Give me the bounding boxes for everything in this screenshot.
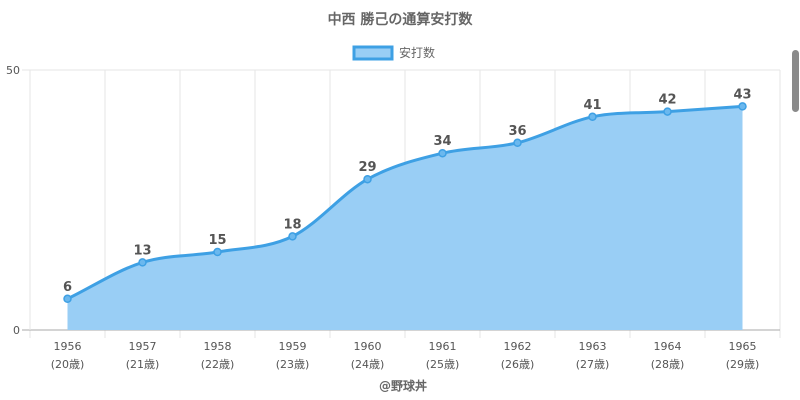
x-tick-label: 1957 <box>129 340 157 353</box>
x-tick-label: 1963 <box>579 340 607 353</box>
x-tick-sublabel: (27歳) <box>576 358 610 371</box>
x-tick-sublabel: (26歳) <box>501 358 535 371</box>
data-point <box>363 174 372 184</box>
legend[interactable]: 安打数 <box>352 45 435 61</box>
x-tick-label: 1960 <box>354 340 382 353</box>
series-area-fill <box>67 106 743 331</box>
legend-swatch <box>352 45 394 61</box>
data-point <box>213 247 222 257</box>
data-label: 29 <box>358 160 376 175</box>
x-tick-sublabel: (20歳) <box>51 358 85 371</box>
x-tick-sublabel: (25歳) <box>426 358 460 371</box>
x-tick-sublabel: (24歳) <box>351 358 385 371</box>
data-label: 6 <box>63 280 72 295</box>
data-point <box>63 294 72 304</box>
data-point <box>738 102 747 111</box>
legend-label: 安打数 <box>399 45 435 60</box>
data-label: 42 <box>658 93 676 108</box>
credit-label: @野球丼 <box>379 378 427 393</box>
data-label: 18 <box>283 217 301 232</box>
x-tick-sublabel: (23歳) <box>276 358 310 371</box>
x-tick-label: 1965 <box>729 340 757 353</box>
x-tick-sublabel: (21歳) <box>126 358 160 371</box>
chart-title: 中西 勝己の通算安打数 <box>328 11 474 28</box>
data-label: 13 <box>133 243 151 258</box>
scrollbar-thumb[interactable] <box>792 50 799 112</box>
x-tick-label: 1961 <box>429 340 457 353</box>
x-tick-label: 1964 <box>654 340 682 353</box>
x-tick-label: 1959 <box>279 340 307 353</box>
x-tick-label: 1958 <box>204 340 232 353</box>
scrollbar[interactable] <box>790 0 800 400</box>
data-label: 36 <box>508 124 526 139</box>
data-label: 34 <box>433 134 451 149</box>
y-tick-label: 0 <box>13 324 20 337</box>
data-label: 41 <box>583 98 601 113</box>
data-point <box>663 107 672 116</box>
series-area: 6 13 15 18 29 34 36 41 42 43 <box>63 87 752 331</box>
axes: 0 50 1956 (20歳) 1957 (21歳) 1958 (22歳) 1959 (23歳) 1… <box>6 64 759 371</box>
data-label: 43 <box>733 87 751 102</box>
x-tick-label: 1956 <box>54 340 82 353</box>
data-point <box>438 148 447 158</box>
x-tick-label: 1962 <box>504 340 532 353</box>
y-tick-label: 50 <box>6 64 20 77</box>
series-line <box>66 104 743 301</box>
data-point <box>588 112 597 122</box>
x-tick-sublabel: (29歳) <box>726 358 760 371</box>
data-point <box>138 258 147 267</box>
data-point <box>288 232 297 241</box>
data-label: 15 <box>208 233 226 248</box>
data-point <box>513 138 522 148</box>
x-tick-sublabel: (28歳) <box>651 358 685 371</box>
x-tick-sublabel: (22歳) <box>201 358 235 371</box>
